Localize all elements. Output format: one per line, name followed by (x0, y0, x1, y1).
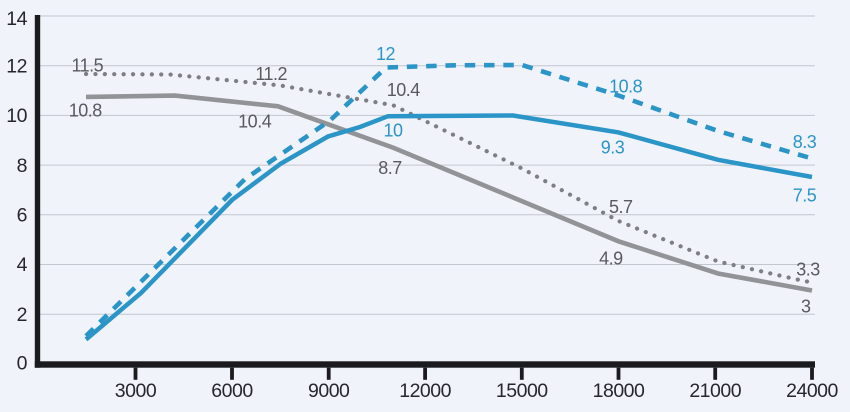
svg-text:4.9: 4.9 (599, 249, 623, 269)
svg-text:8: 8 (17, 155, 27, 177)
svg-text:10.8: 10.8 (609, 76, 643, 96)
svg-text:6000: 6000 (211, 380, 253, 402)
svg-text:10: 10 (6, 105, 27, 127)
svg-text:6: 6 (17, 205, 27, 227)
svg-text:4: 4 (17, 254, 28, 276)
svg-text:11.2: 11.2 (255, 64, 287, 84)
svg-text:3: 3 (801, 297, 811, 317)
svg-text:12: 12 (376, 44, 396, 64)
svg-text:10.8: 10.8 (69, 100, 103, 120)
svg-text:18000: 18000 (593, 380, 645, 402)
svg-text:24000: 24000 (786, 380, 838, 402)
svg-text:5.7: 5.7 (609, 197, 633, 217)
svg-text:11.5: 11.5 (71, 56, 103, 76)
svg-text:10: 10 (383, 121, 403, 141)
svg-text:7.5: 7.5 (793, 186, 817, 206)
svg-text:10.4: 10.4 (387, 80, 421, 100)
svg-text:14: 14 (6, 8, 27, 30)
svg-text:9.3: 9.3 (601, 138, 625, 158)
svg-text:15000: 15000 (496, 380, 548, 402)
svg-text:8.3: 8.3 (793, 132, 817, 152)
svg-text:9000: 9000 (308, 380, 350, 402)
svg-text:12000: 12000 (399, 380, 451, 402)
svg-text:10.4: 10.4 (238, 112, 272, 132)
svg-text:0: 0 (17, 353, 28, 375)
svg-text:3000: 3000 (115, 380, 157, 402)
svg-text:12: 12 (6, 55, 27, 77)
svg-text:8.7: 8.7 (378, 158, 402, 178)
svg-text:21000: 21000 (689, 380, 741, 402)
svg-text:2: 2 (17, 304, 27, 326)
svg-text:3.3: 3.3 (796, 260, 820, 280)
